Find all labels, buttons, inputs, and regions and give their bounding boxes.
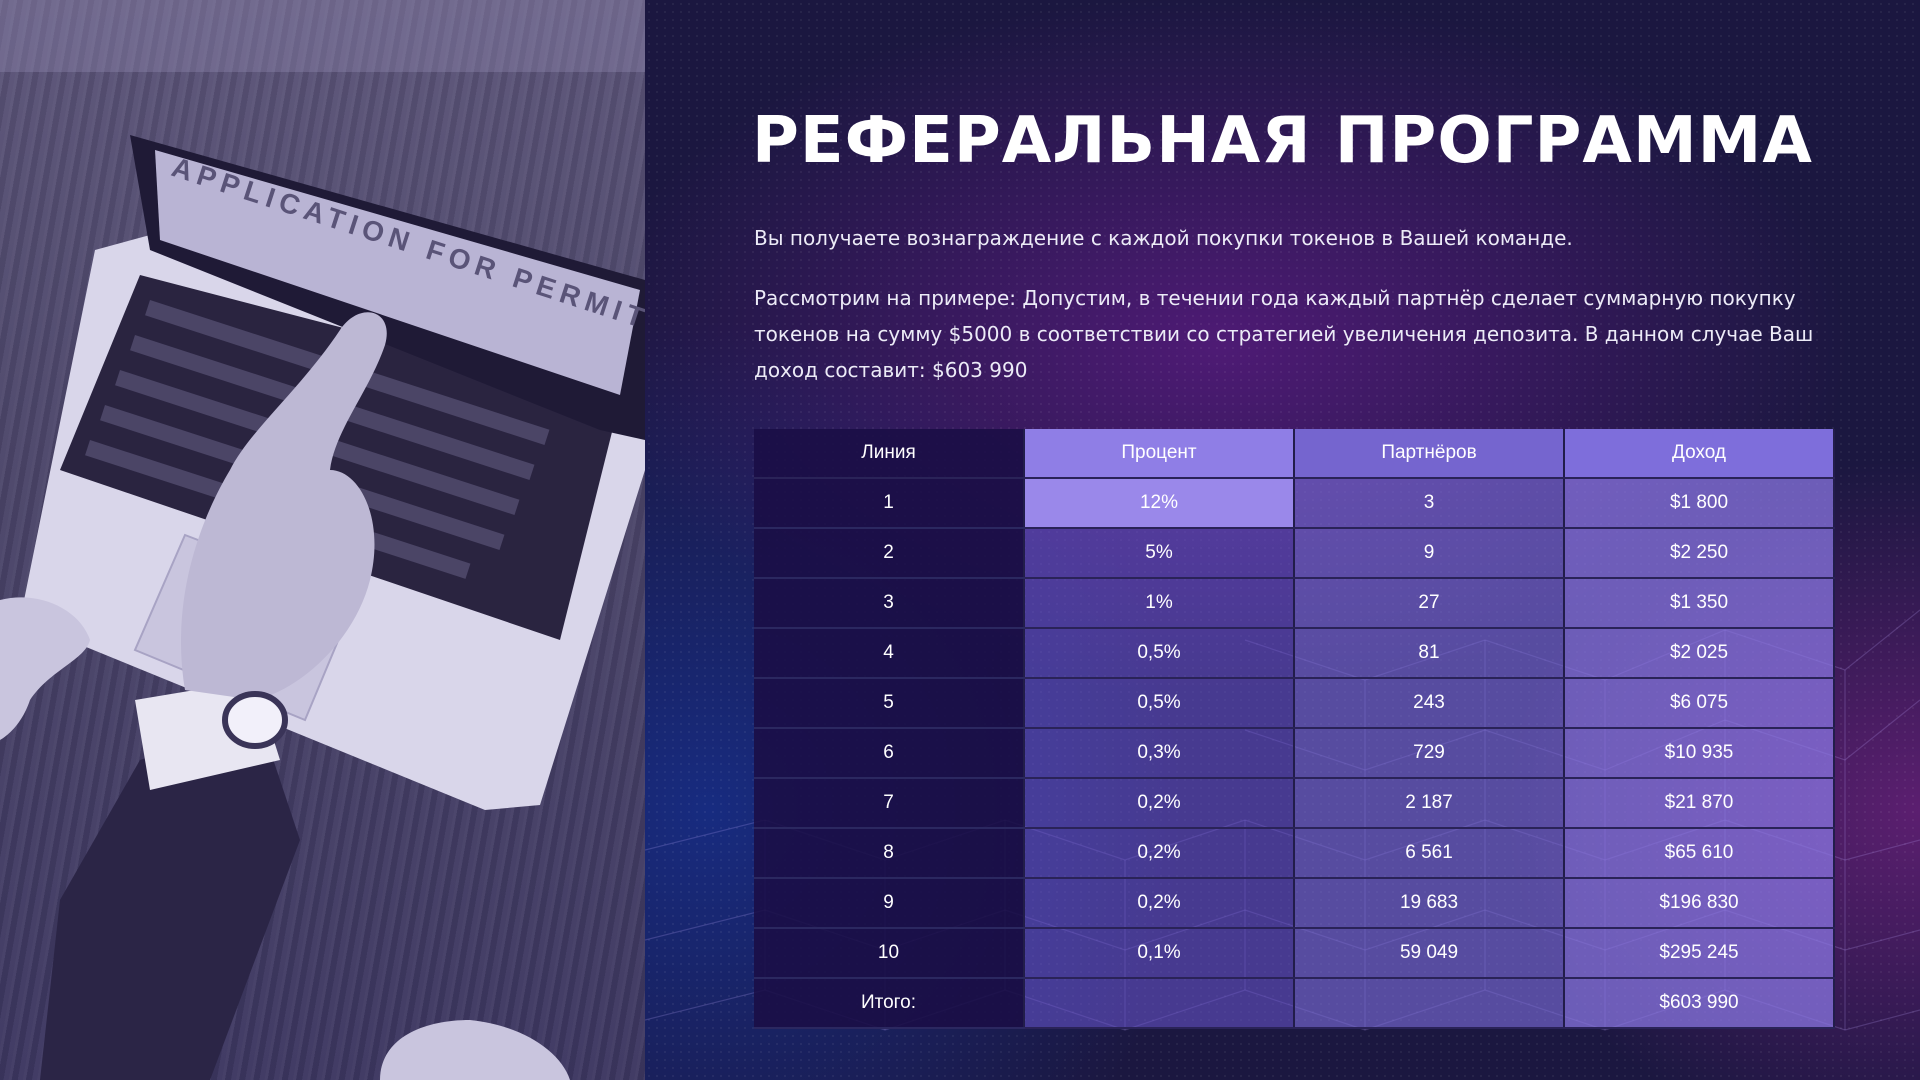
cell-percent: 5% — [1024, 528, 1295, 579]
cell-line: 3 — [754, 578, 1025, 629]
cell-partners: 2 187 — [1294, 778, 1565, 829]
table-header-row: Линия Процент Партнёров Доход — [754, 429, 1835, 479]
cell-line: 7 — [754, 778, 1025, 829]
total-income: $603 990 — [1564, 978, 1835, 1029]
cell-line: 6 — [754, 728, 1025, 779]
table-row: 2 5% 9 $2 250 — [754, 528, 1835, 579]
intro-text: Вы получаете вознаграждение с каждой пок… — [754, 226, 1573, 250]
cell-income: $2 025 — [1564, 628, 1835, 679]
desk-edge — [0, 0, 645, 72]
table-row: 6 0,3% 729 $10 935 — [754, 728, 1835, 779]
page-title: РЕФЕРАЛЬНАЯ ПРОГРАММА — [752, 104, 1813, 178]
cell-partners: 6 561 — [1294, 828, 1565, 879]
cell-line: 5 — [754, 678, 1025, 729]
cell-percent: 0,2% — [1024, 828, 1295, 879]
cell-percent: 0,5% — [1024, 678, 1295, 729]
example-text: Рассмотрим на примере: Допустим, в течен… — [754, 286, 1814, 382]
cell-percent: 12% — [1024, 478, 1295, 529]
cell-partners: 19 683 — [1294, 878, 1565, 929]
header-percent: Процент — [1024, 429, 1295, 479]
cell-income: $196 830 — [1564, 878, 1835, 929]
header-income: Доход — [1564, 429, 1835, 479]
cell-percent: 0,3% — [1024, 728, 1295, 779]
table-row: 9 0,2% 19 683 $196 830 — [754, 878, 1835, 929]
cell-partners: 81 — [1294, 628, 1565, 679]
header-partners: Партнёров — [1294, 429, 1565, 479]
cell-percent: 0,5% — [1024, 628, 1295, 679]
total-label: Итого: — [754, 978, 1025, 1029]
table-row: 5 0,5% 243 $6 075 — [754, 678, 1835, 729]
total-percent — [1024, 978, 1295, 1029]
cell-line: 1 — [754, 478, 1025, 529]
table-total-row: Итого: $603 990 — [754, 978, 1835, 1029]
table-row: 3 1% 27 $1 350 — [754, 578, 1835, 629]
cell-line: 4 — [754, 628, 1025, 679]
cell-income: $21 870 — [1564, 778, 1835, 829]
cell-percent: 0,1% — [1024, 928, 1295, 979]
cell-percent: 1% — [1024, 578, 1295, 629]
laptop-illustration: APPLICATION FOR PERMIT — [0, 135, 645, 1080]
cell-partners: 59 049 — [1294, 928, 1565, 979]
table-row: 4 0,5% 81 $2 025 — [754, 628, 1835, 679]
cell-percent: 0,2% — [1024, 878, 1295, 929]
header-line: Линия — [754, 429, 1025, 479]
cell-income: $65 610 — [1564, 828, 1835, 879]
cell-line: 9 — [754, 878, 1025, 929]
cell-income: $2 250 — [1564, 528, 1835, 579]
cell-income: $1 350 — [1564, 578, 1835, 629]
cell-line: 8 — [754, 828, 1025, 879]
table-row: 7 0,2% 2 187 $21 870 — [754, 778, 1835, 829]
cell-partners: 729 — [1294, 728, 1565, 779]
hero-photo: APPLICATION FOR PERMIT — [0, 0, 645, 1080]
total-partners — [1294, 978, 1565, 1029]
cell-income: $1 800 — [1564, 478, 1835, 529]
cell-line: 10 — [754, 928, 1025, 979]
table-row: 8 0,2% 6 561 $65 610 — [754, 828, 1835, 879]
cell-percent: 0,2% — [1024, 778, 1295, 829]
cell-line: 2 — [754, 528, 1025, 579]
cell-partners: 243 — [1294, 678, 1565, 729]
cell-partners: 9 — [1294, 528, 1565, 579]
table-row: 1 12% 3 $1 800 — [754, 478, 1835, 529]
cell-income: $10 935 — [1564, 728, 1835, 779]
cell-partners: 27 — [1294, 578, 1565, 629]
referral-table: Линия Процент Партнёров Доход 1 12% 3 $1… — [754, 429, 1835, 1029]
cell-partners: 3 — [1294, 478, 1565, 529]
table-row: 10 0,1% 59 049 $295 245 — [754, 928, 1835, 979]
cell-income: $6 075 — [1564, 678, 1835, 729]
cell-income: $295 245 — [1564, 928, 1835, 979]
